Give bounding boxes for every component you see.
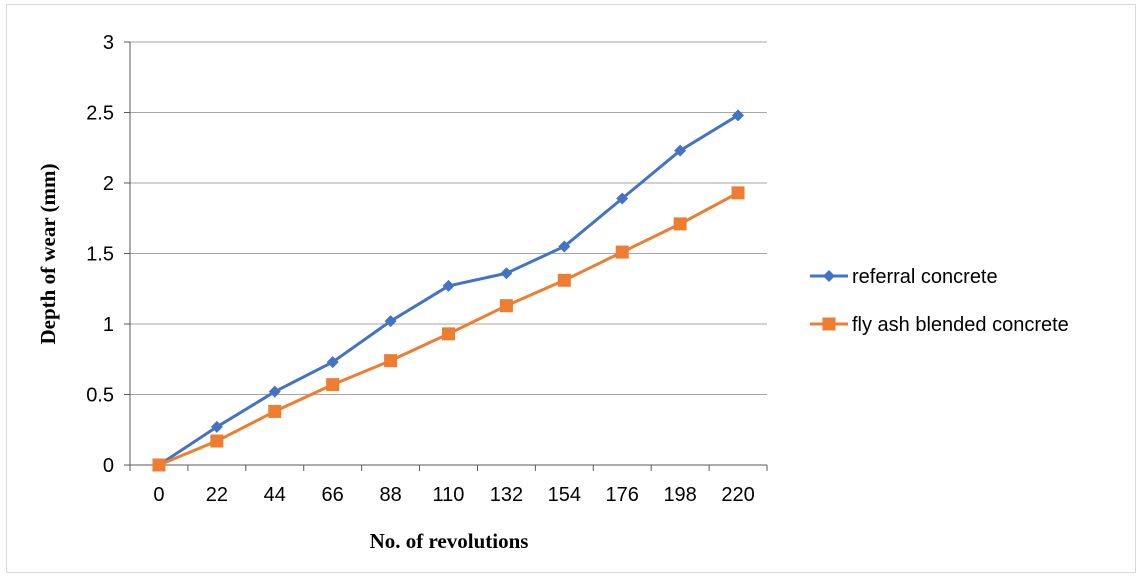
data-point-2 — [442, 327, 455, 341]
data-point-2 — [499, 299, 513, 313]
y-tick-labels: 0 0.5 1 1.5 2 2.5 3 — [86, 32, 114, 477]
legend-marker-2 — [822, 317, 836, 331]
data-point-1 — [210, 420, 223, 433]
x-tick-label: 22 — [206, 484, 228, 506]
legend-label-1: referral concrete — [852, 266, 998, 288]
y-tick-label: 2.5 — [86, 103, 114, 125]
data-point-2 — [210, 434, 224, 448]
x-tick-label: 220 — [721, 484, 754, 506]
x-tick-labels: 0 22 44 66 88 110 132 154 176 198 220 — [153, 484, 754, 506]
x-tick-label: 0 — [153, 484, 164, 506]
data-point-2 — [731, 186, 745, 200]
y-tick-label: 3 — [103, 32, 114, 54]
data-point-1 — [384, 315, 397, 328]
axes — [124, 41, 768, 471]
data-point-1 — [268, 385, 281, 398]
data-point-1 — [558, 240, 571, 253]
x-tick-label: 132 — [490, 484, 523, 506]
data-point-1 — [442, 279, 455, 292]
y-axis-title: Depth of wear (mm) — [36, 164, 60, 345]
y-tick-label: 1 — [103, 314, 114, 336]
data-point-2 — [673, 217, 687, 231]
data-point-1 — [500, 267, 513, 280]
x-tick-label: 44 — [264, 484, 286, 506]
data-point-1 — [616, 192, 629, 205]
data-point-2 — [152, 458, 166, 472]
x-axis-title: No. of revolutions — [370, 529, 529, 553]
data-point-2 — [615, 245, 629, 259]
y-tick-label: 2 — [103, 173, 114, 195]
x-tick-label: 88 — [379, 484, 401, 506]
x-tick-label: 110 — [433, 484, 465, 506]
data-point-2 — [557, 273, 571, 287]
y-tick-label: 0 — [103, 455, 114, 477]
data-point-2 — [384, 354, 398, 368]
y-tick-label: 0.5 — [86, 385, 114, 407]
legend-marker-1 — [823, 270, 835, 282]
x-tick-label: 198 — [663, 484, 696, 506]
data-point-2 — [326, 378, 340, 392]
data-point-1 — [732, 109, 745, 122]
gridlines — [130, 41, 767, 395]
legend-label-2: fly ash blended concrete — [852, 314, 1069, 336]
data-point-1 — [326, 356, 339, 369]
x-tick-label: 176 — [606, 484, 639, 506]
data-point-2 — [268, 404, 282, 418]
x-tick-label: 66 — [322, 484, 344, 506]
y-tick-label: 1.5 — [86, 244, 114, 266]
chart-frame — [6, 4, 1136, 573]
series-markers — [152, 109, 745, 472]
data-point-1 — [674, 144, 687, 157]
legend: referral concrete fly ash blended concret… — [810, 266, 1069, 336]
x-tick-label: 154 — [548, 484, 581, 506]
